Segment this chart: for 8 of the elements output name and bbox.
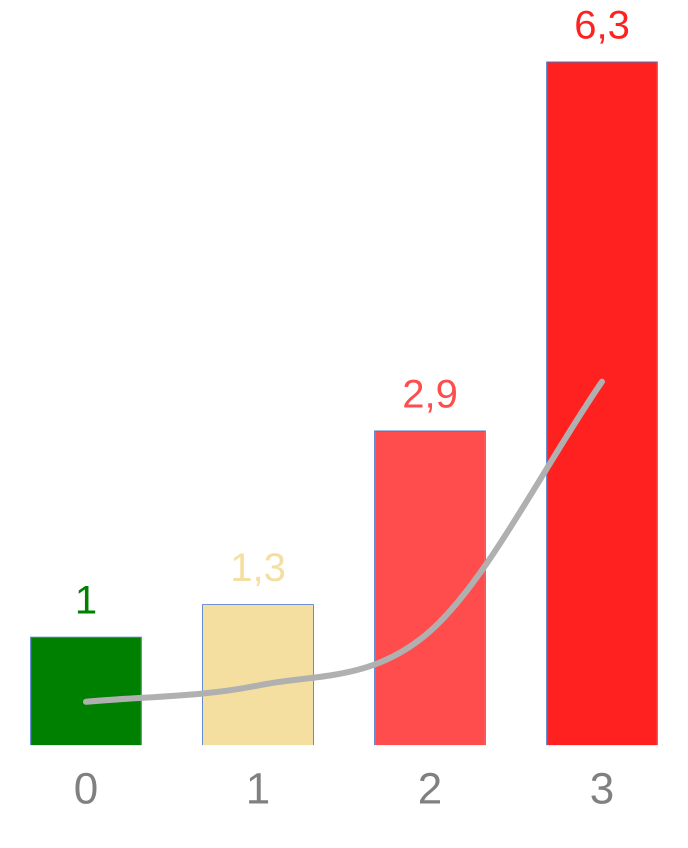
x-tick-label: 0 xyxy=(74,764,98,814)
data-label: 6,3 xyxy=(574,4,630,48)
data-label: 2,9 xyxy=(402,372,458,417)
data-label: 1,3 xyxy=(230,546,286,590)
data-label: 1 xyxy=(74,578,98,623)
x-tick-label: 2 xyxy=(418,764,442,814)
x-tick-label: 1 xyxy=(246,764,270,814)
x-tick-label: 3 xyxy=(590,764,614,814)
